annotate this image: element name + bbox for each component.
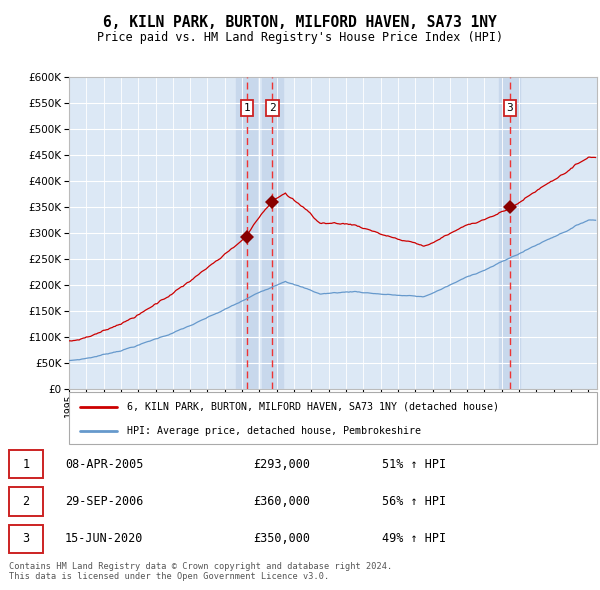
Bar xyxy=(262,77,283,389)
Text: 3: 3 xyxy=(22,532,29,545)
Text: 6, KILN PARK, BURTON, MILFORD HAVEN, SA73 1NY (detached house): 6, KILN PARK, BURTON, MILFORD HAVEN, SA7… xyxy=(127,402,499,412)
Bar xyxy=(499,77,520,389)
Text: 15-JUN-2020: 15-JUN-2020 xyxy=(65,532,143,545)
Text: 49% ↑ HPI: 49% ↑ HPI xyxy=(382,532,446,545)
FancyBboxPatch shape xyxy=(9,487,43,516)
Bar xyxy=(236,77,257,389)
Text: Price paid vs. HM Land Registry's House Price Index (HPI): Price paid vs. HM Land Registry's House … xyxy=(97,31,503,44)
Text: 56% ↑ HPI: 56% ↑ HPI xyxy=(382,495,446,508)
Text: 51% ↑ HPI: 51% ↑ HPI xyxy=(382,458,446,471)
Text: Contains HM Land Registry data © Crown copyright and database right 2024.
This d: Contains HM Land Registry data © Crown c… xyxy=(9,562,392,581)
Text: 29-SEP-2006: 29-SEP-2006 xyxy=(65,495,143,508)
Text: £293,000: £293,000 xyxy=(253,458,310,471)
Text: HPI: Average price, detached house, Pembrokeshire: HPI: Average price, detached house, Pemb… xyxy=(127,426,421,436)
Text: £350,000: £350,000 xyxy=(253,532,310,545)
Text: £360,000: £360,000 xyxy=(253,495,310,508)
Text: 2: 2 xyxy=(22,495,29,508)
Text: 08-APR-2005: 08-APR-2005 xyxy=(65,458,143,471)
Text: 1: 1 xyxy=(22,458,29,471)
FancyBboxPatch shape xyxy=(9,525,43,553)
Text: 1: 1 xyxy=(244,103,250,113)
FancyBboxPatch shape xyxy=(9,450,43,478)
Text: 2: 2 xyxy=(269,103,276,113)
Text: 6, KILN PARK, BURTON, MILFORD HAVEN, SA73 1NY: 6, KILN PARK, BURTON, MILFORD HAVEN, SA7… xyxy=(103,15,497,30)
Text: 3: 3 xyxy=(506,103,513,113)
